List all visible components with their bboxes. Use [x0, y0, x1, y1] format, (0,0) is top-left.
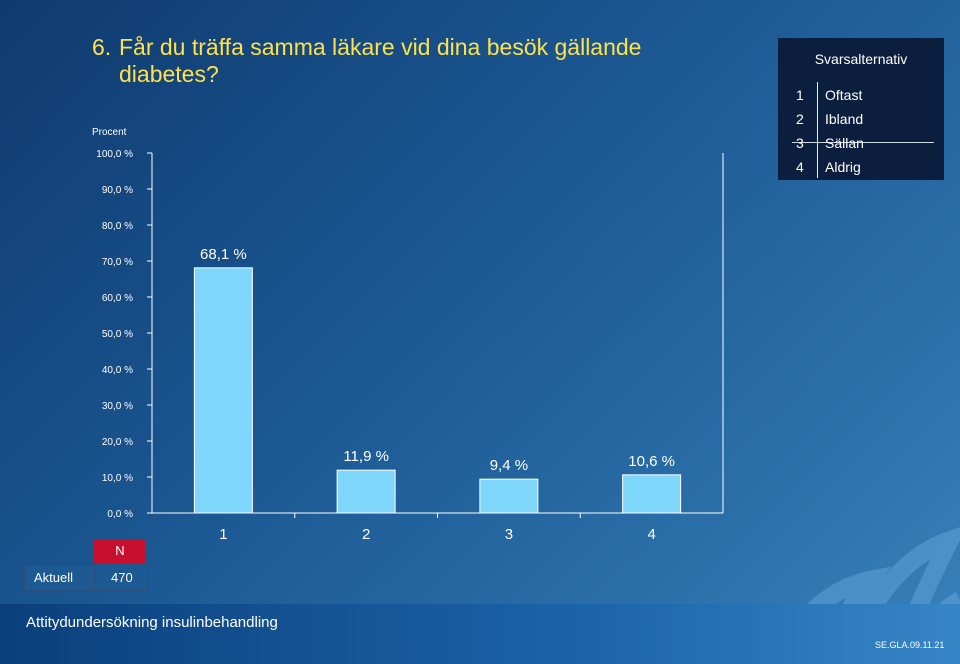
bar: [336, 469, 396, 514]
y-tick-label: 10,0 %: [102, 473, 133, 484]
x-tick-label: 4: [647, 526, 655, 543]
bar-value-label: 10,6 %: [628, 453, 675, 470]
bar: [193, 267, 253, 514]
legend-divider: [792, 142, 934, 143]
slide-title-line1: Får du träffa samma läkare vid dina besö…: [119, 34, 642, 60]
legend-item-2: 2 Ibland: [792, 111, 932, 135]
footer-title: Attitydundersökning insulinbehandling: [26, 614, 278, 631]
y-axis-title: Procent: [92, 127, 127, 138]
y-tick-label: 100,0 %: [96, 149, 133, 160]
y-tick-label: 90,0 %: [102, 185, 133, 196]
legend-title: Svarsalternativ: [814, 51, 908, 67]
slide-number: 6.: [92, 34, 112, 60]
x-tick-label: 3: [505, 526, 513, 543]
legend-item-3: 3 Sällan: [792, 135, 932, 159]
legend-label: Ibland: [825, 111, 864, 127]
n-row-divider: [94, 566, 95, 590]
footer-bar: [0, 604, 960, 664]
legend-label: Sällan: [825, 135, 864, 151]
y-tick-label: 40,0 %: [102, 365, 133, 376]
bar: [622, 474, 682, 514]
footer-code: SE.GLA.09.11.21: [875, 640, 945, 650]
y-tick-label: 30,0 %: [102, 401, 133, 412]
n-table-row: Aktuell 470: [24, 565, 148, 591]
legend-label: Oftast: [825, 87, 863, 103]
legend-label: Aldrig: [825, 159, 861, 175]
legend-index: 1: [796, 87, 804, 103]
y-tick-label: 70,0 %: [102, 257, 133, 268]
y-tick-label: 20,0 %: [102, 437, 133, 448]
x-tick-label: 2: [362, 526, 370, 543]
x-tick-label: 1: [219, 526, 227, 543]
legend-item-1: 1 Oftast: [792, 87, 932, 111]
y-tick-label: 80,0 %: [102, 221, 133, 232]
slide-title-line2: diabetes?: [119, 61, 219, 87]
bar: [479, 478, 539, 514]
bar-value-label: 68,1 %: [200, 246, 247, 263]
bar-value-label: 11,9 %: [343, 448, 389, 465]
n-row-value: 470: [111, 570, 133, 585]
legend-vertical-rule: [817, 82, 818, 178]
legend-index: 4: [796, 159, 804, 175]
y-tick-label: 0,0 %: [107, 509, 133, 520]
legend-index: 2: [796, 111, 804, 127]
y-tick-label: 50,0 %: [102, 329, 133, 340]
y-tick-label: 60,0 %: [102, 293, 133, 304]
legend-panel: Svarsalternativ 1 Oftast 2 Ibland 3 Säll…: [778, 38, 944, 180]
n-table-header: N: [94, 539, 146, 563]
bar-value-label: 9,4 %: [490, 457, 528, 474]
legend-index: 3: [796, 135, 804, 151]
n-row-label: Aktuell: [34, 570, 74, 585]
legend-item-4: 4 Aldrig: [792, 159, 932, 183]
slide-title: 6. Får du träffa samma läkare vid dina be…: [92, 34, 692, 88]
